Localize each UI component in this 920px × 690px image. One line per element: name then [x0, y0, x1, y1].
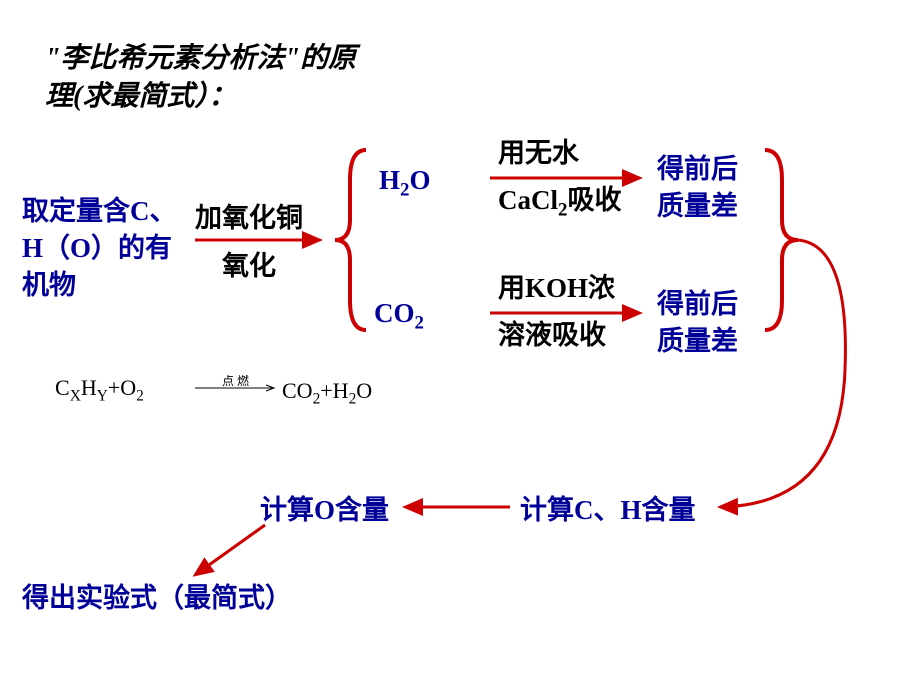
- koh-top: 用KOH浓: [498, 270, 615, 306]
- h2o-label: H2O: [379, 162, 430, 203]
- combustion-condition: 点 燃: [222, 372, 249, 389]
- title-line1: "李比希元素分析法"的原: [45, 40, 356, 78]
- co2-label: CO2: [374, 295, 424, 336]
- oxidize-top: 加氧化铜: [195, 200, 303, 236]
- result-bot-line1: 得前后: [657, 286, 738, 322]
- cacl2-top: 用无水: [498, 135, 579, 171]
- calc-ch-label: 计算C、H含量: [520, 492, 696, 528]
- calc-o-label: 计算O含量: [260, 492, 389, 528]
- cacl2-bottom: CaCl2吸收: [498, 182, 621, 223]
- combustion-equation: CXHY+O2: [55, 375, 144, 405]
- title-line2: 理(求最简式）：: [45, 78, 236, 116]
- sample-line2: H（O）的有: [22, 230, 172, 266]
- koh-bottom: 溶液吸收: [498, 317, 606, 353]
- oxidize-bottom: 氧化: [222, 248, 276, 284]
- result-bot-line2: 质量差: [657, 323, 738, 359]
- result-top-line2: 质量差: [657, 188, 738, 224]
- sample-line1: 取定量含C、: [22, 193, 177, 229]
- result-top-line1: 得前后: [657, 151, 738, 187]
- final-result-label: 得出实验式（最简式）: [22, 580, 292, 616]
- sample-line3: 机物: [22, 267, 76, 303]
- combustion-rhs: CO2+H2O: [282, 378, 372, 408]
